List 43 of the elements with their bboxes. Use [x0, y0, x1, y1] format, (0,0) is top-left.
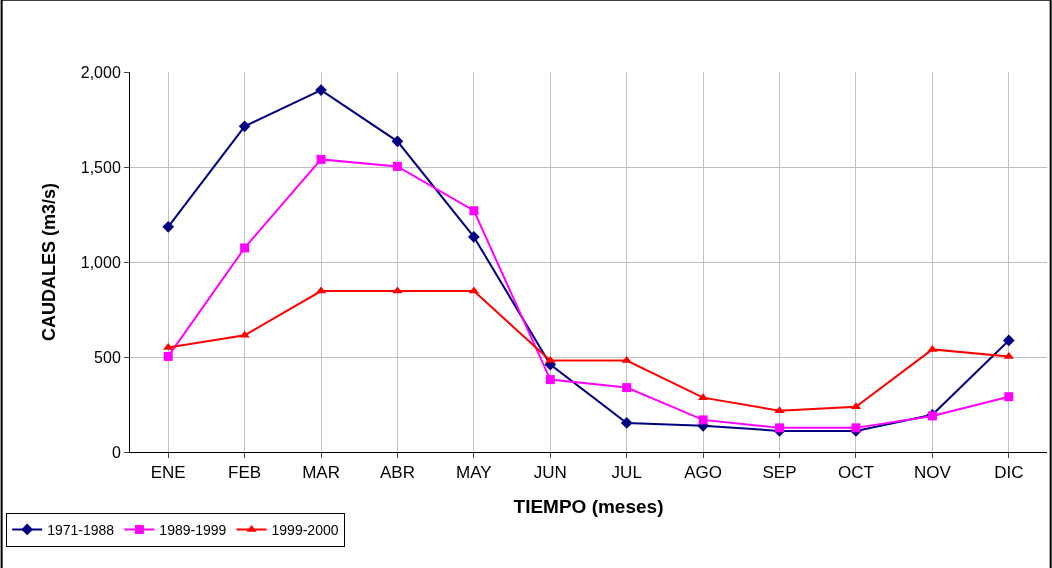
y-tick-label: 500 — [94, 348, 121, 366]
point — [468, 231, 480, 243]
point — [163, 351, 173, 361]
point — [469, 206, 479, 216]
y-tick-label: 1,500 — [80, 158, 121, 176]
point — [239, 330, 250, 338]
point — [1003, 351, 1014, 359]
point — [240, 243, 250, 253]
point — [775, 423, 785, 433]
x-axis-title: TIEMPO (meses) — [513, 496, 664, 518]
point — [238, 120, 251, 133]
point — [927, 344, 938, 352]
point — [545, 375, 555, 385]
x-tick-label: DIC — [994, 463, 1024, 483]
point — [620, 417, 633, 429]
point — [851, 423, 861, 433]
y-tick-label: 1,000 — [80, 253, 121, 271]
point — [392, 161, 402, 171]
point — [316, 154, 326, 164]
point — [698, 415, 708, 425]
legend-label: 1989-1999 — [159, 521, 227, 538]
x-tick-label: AGO — [684, 463, 723, 483]
x-tick-label: NOV — [913, 463, 952, 483]
x-tick-label: JUL — [611, 463, 642, 483]
legend-label: 1971-1988 — [47, 521, 115, 538]
point — [1004, 392, 1014, 402]
point — [622, 383, 632, 393]
x-tick-label: MAY — [456, 463, 492, 483]
legend-label: 1999-2000 — [271, 521, 339, 538]
point — [774, 406, 785, 414]
point — [1002, 334, 1015, 347]
x-tick-label: ENE — [150, 463, 186, 483]
x-tick-label: SEP — [762, 463, 797, 483]
point — [391, 135, 404, 148]
x-tick-label: FEB — [228, 463, 262, 483]
x-tick-label: ABR — [379, 463, 415, 483]
point — [162, 221, 175, 233]
x-tick-label: MAR — [302, 463, 340, 483]
x-tick-label: JUN — [533, 463, 567, 483]
y-axis-title: CAUDALES (m3/s) — [38, 182, 59, 342]
y-tick-label: 0 — [111, 443, 121, 461]
x-tick-label: OCT — [838, 463, 874, 483]
y-tick-label: 2,000 — [80, 63, 121, 81]
